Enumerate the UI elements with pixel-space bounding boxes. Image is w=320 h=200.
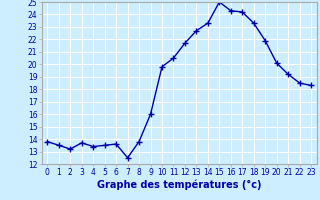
X-axis label: Graphe des températures (°c): Graphe des températures (°c) — [97, 180, 261, 190]
